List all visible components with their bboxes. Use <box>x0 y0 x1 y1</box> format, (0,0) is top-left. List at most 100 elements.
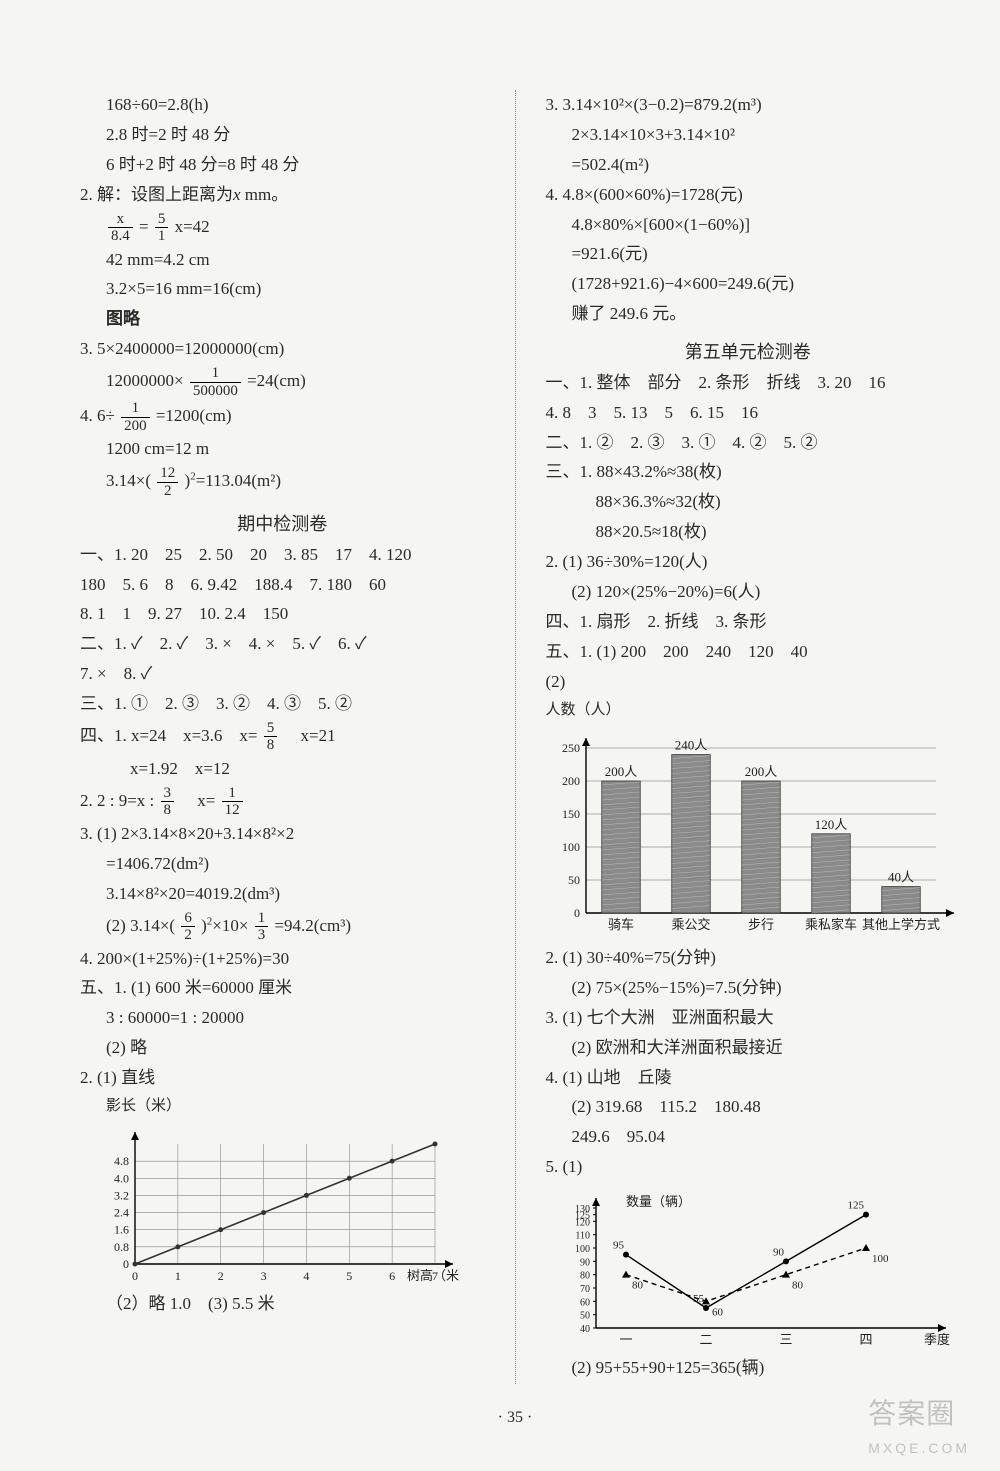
text: 4. 4.8×(600×60%)=1728(元) <box>546 181 951 210</box>
svg-text:60: 60 <box>580 1297 590 1308</box>
text: 4.8×80%×[600×(1−60%)] <box>546 211 951 240</box>
text: (2) 欧洲和大洋洲面积最接近 <box>546 1034 951 1063</box>
svg-text:100: 100 <box>562 840 580 854</box>
text: 3. (1) 2×3.14×8×20+3.14×8²×2 <box>80 820 485 849</box>
svg-text:乘公交: 乘公交 <box>671 917 710 932</box>
svg-text:二: 二 <box>699 1332 712 1347</box>
svg-text:0.8: 0.8 <box>114 1240 129 1254</box>
text: (2) 75×(25%−15%)=7.5(分钟) <box>546 974 951 1003</box>
text: 249.6 95.04 <box>546 1123 951 1152</box>
text: 三、1. ① 2. ③ 3. ② 4. ③ 5. ② <box>80 690 485 719</box>
text: 2×3.14×10×3+3.14×10² <box>546 121 951 150</box>
svg-text:200: 200 <box>562 774 580 788</box>
svg-text:95: 95 <box>613 1240 625 1252</box>
svg-text:80: 80 <box>792 1280 804 1292</box>
quarterly-line-chart: 405060708090100110120125130季度一二三四数量（辆）95… <box>546 1183 951 1353</box>
svg-text:0: 0 <box>123 1257 129 1271</box>
text: (2) 120×(25%−20%)=6(人) <box>546 578 951 607</box>
text: 6 时+2 时 48 分=8 时 48 分 <box>80 151 485 180</box>
svg-text:100: 100 <box>575 1244 590 1255</box>
svg-text:200人: 200人 <box>604 764 637 779</box>
svg-text:5: 5 <box>346 1269 352 1283</box>
text: 168÷60=2.8(h) <box>80 91 485 120</box>
heading-midterm: 期中检测卷 <box>80 509 485 540</box>
text: 二、1. ✓ 2. ✓ 3. × 4. × 5. ✓ 6. ✓ <box>80 630 485 659</box>
svg-text:乘私家车: 乘私家车 <box>804 917 856 932</box>
svg-text:200人: 200人 <box>744 764 777 779</box>
svg-text:60: 60 <box>712 1306 724 1318</box>
text: 7. × 8. ✓ <box>80 660 485 689</box>
svg-text:150: 150 <box>562 807 580 821</box>
text: 180 5. 6 8 6. 9.42 188.4 7. 180 60 <box>80 571 485 600</box>
text: 3. 5×2400000=12000000(cm) <box>80 335 485 364</box>
text: 2.8 时=2 时 48 分 <box>80 121 485 150</box>
svg-text:110: 110 <box>575 1231 590 1242</box>
svg-text:120人: 120人 <box>814 817 847 832</box>
text: (2) 319.68 115.2 180.48 <box>546 1093 951 1122</box>
text: =1406.72(dm²) <box>80 850 485 879</box>
svg-text:2.4: 2.4 <box>114 1206 129 1220</box>
equation: 四、1. x=24 x=3.6 x= 58 x=21 <box>80 720 485 754</box>
svg-text:130: 130 <box>575 1204 590 1215</box>
text: 2. 解：设图上距离为x mm。 <box>80 181 485 210</box>
text: 3. (1) 七个大洲 亚洲面积最大 <box>546 1004 951 1033</box>
text: 五、1. (1) 600 米=60000 厘米 <box>80 974 485 1003</box>
equation: 4. 6÷ 1200 =1200(cm) <box>80 400 485 434</box>
svg-text:6: 6 <box>389 1269 395 1283</box>
watermark: 答案圈 MXQE.COM <box>868 1390 970 1461</box>
text: 4. 8 3 5. 13 5 6. 15 16 <box>546 399 951 428</box>
text: =921.6(元) <box>546 240 951 269</box>
text: (2) 略 <box>80 1034 485 1063</box>
svg-text:100: 100 <box>872 1253 889 1265</box>
svg-text:数量（辆）: 数量（辆） <box>626 1194 691 1209</box>
svg-text:1: 1 <box>175 1269 181 1283</box>
bar-ylabel: 人数（人） <box>546 698 951 724</box>
text: =502.4(m²) <box>546 151 951 180</box>
text: 五、1. (1) 200 200 240 120 40 <box>546 638 951 667</box>
text: 一、1. 整体 部分 2. 条形 折线 3. 20 16 <box>546 369 951 398</box>
svg-text:季度: 季度 <box>924 1332 950 1347</box>
text: 图略 <box>80 305 485 334</box>
text: 3 : 60000=1 : 20000 <box>80 1004 485 1033</box>
text: 42 mm=4.2 cm <box>80 246 485 275</box>
svg-text:240人: 240人 <box>674 738 707 753</box>
equation: 12000000× 1500000 =24(cm) <box>80 365 485 399</box>
chart1-ylabel: 影长（米） <box>80 1094 485 1120</box>
text: 4. 200×(1+25%)÷(1+25%)=30 <box>80 945 485 974</box>
text: 8. 1 1 9. 27 10. 2.4 150 <box>80 600 485 629</box>
svg-text:50: 50 <box>568 873 580 887</box>
svg-text:4: 4 <box>303 1269 309 1283</box>
text: 3.2×5=16 mm=16(cm) <box>80 275 485 304</box>
text: 5. (1) <box>546 1153 951 1182</box>
svg-text:70: 70 <box>580 1284 590 1295</box>
svg-text:树高（米）: 树高（米） <box>407 1268 460 1283</box>
svg-text:骑车: 骑车 <box>607 917 633 932</box>
text: (1728+921.6)−4×600=249.6(元) <box>546 270 951 299</box>
svg-text:4.8: 4.8 <box>114 1155 129 1169</box>
line-chart-svg: 405060708090100110120125130季度一二三四数量（辆）95… <box>546 1183 966 1353</box>
chart1-svg: 00.81.62.43.24.04.801234567树高（米） <box>80 1119 460 1289</box>
bar-chart-svg: 050100150200250200人骑车240人乘公交200人步行120人乘私… <box>546 723 966 943</box>
svg-text:40: 40 <box>580 1324 590 1335</box>
text: （2）略 1.0 (3) 5.5 米 <box>80 1290 485 1319</box>
svg-text:50: 50 <box>580 1311 590 1322</box>
text: 赚了 249.6 元。 <box>546 300 951 329</box>
column-divider <box>515 90 516 1384</box>
text: 四、1. 扇形 2. 折线 3. 条形 <box>546 608 951 637</box>
transport-bar-chart: 人数（人） 050100150200250200人骑车240人乘公交200人步行… <box>546 698 951 944</box>
text: 1200 cm=12 m <box>80 435 485 464</box>
svg-text:250: 250 <box>562 741 580 755</box>
svg-text:其他上学方式: 其他上学方式 <box>861 917 939 932</box>
svg-text:90: 90 <box>580 1257 590 1268</box>
page-number: · 35 · <box>80 1404 950 1431</box>
text: 3.14×8²×20=4019.2(dm³) <box>80 880 485 909</box>
svg-text:0: 0 <box>574 906 580 920</box>
equation: 2. 2 : 9=x : 38 x= 112 <box>80 785 485 819</box>
shadow-length-chart: 影长（米） 00.81.62.43.24.04.801234567树高（米） <box>80 1094 485 1290</box>
text: x=1.92 x=12 <box>80 755 485 784</box>
text: 88×20.5≈18(枚) <box>546 518 951 547</box>
svg-text:40人: 40人 <box>887 870 913 885</box>
equation: (2) 3.14×( 62 )2×10× 13 =94.2(cm³) <box>80 910 485 944</box>
svg-text:3: 3 <box>261 1269 267 1283</box>
text: 88×36.3%≈32(枚) <box>546 488 951 517</box>
